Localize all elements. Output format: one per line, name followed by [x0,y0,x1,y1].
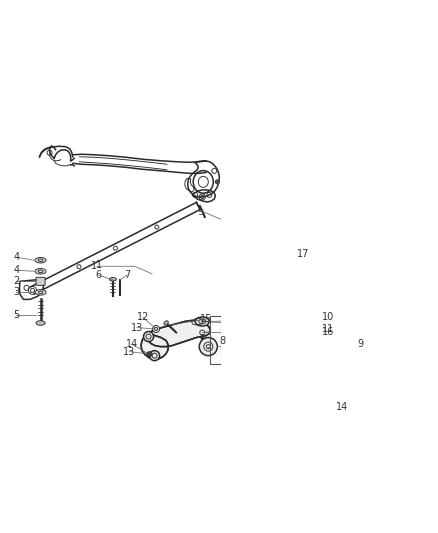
Text: 2: 2 [13,276,20,286]
Ellipse shape [195,317,209,326]
Text: 11: 11 [321,324,334,334]
Circle shape [144,332,154,342]
Circle shape [215,180,219,184]
Text: 17: 17 [297,249,309,259]
Circle shape [199,337,217,356]
Text: 3: 3 [14,287,20,297]
Ellipse shape [35,289,46,295]
Text: 12: 12 [137,312,149,322]
FancyBboxPatch shape [36,277,45,285]
Text: 10: 10 [321,312,334,322]
Text: 14: 14 [336,402,348,412]
Text: 13: 13 [131,322,143,333]
Ellipse shape [164,321,168,325]
Text: 13: 13 [124,346,136,357]
Bar [210,317,221,364]
Text: 4: 4 [14,252,20,262]
Ellipse shape [36,321,45,325]
Text: 9: 9 [357,339,364,349]
Ellipse shape [35,269,46,274]
Polygon shape [141,334,168,359]
Ellipse shape [35,257,46,263]
Text: 5: 5 [13,310,20,320]
Text: 8: 8 [219,336,226,345]
Text: 4: 4 [14,265,20,275]
Text: 6: 6 [96,270,102,280]
Text: 14: 14 [126,339,138,349]
Polygon shape [147,320,210,346]
Circle shape [147,352,152,357]
Ellipse shape [110,278,117,281]
Text: 7: 7 [124,270,130,280]
Circle shape [149,351,159,361]
Circle shape [152,326,159,333]
Text: 16: 16 [321,327,334,336]
Text: 1: 1 [96,260,102,270]
Text: 1: 1 [91,261,97,271]
Text: 15: 15 [200,314,212,324]
